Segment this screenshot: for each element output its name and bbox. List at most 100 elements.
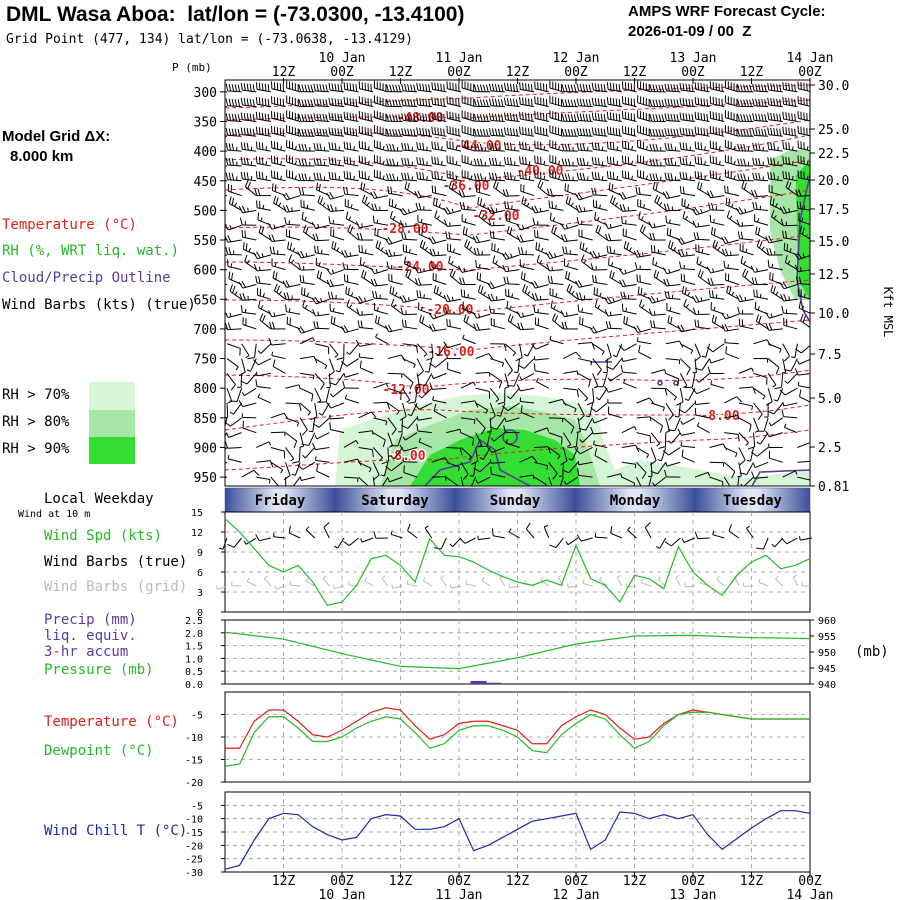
wind-barb-flag: [335, 370, 340, 373]
wind-barb-flag: [772, 286, 776, 294]
wind-barb-flag: [691, 99, 694, 107]
wind-barb-flag: [497, 128, 501, 137]
wind-barb: [768, 148, 783, 152]
wind-barb-flag: [681, 449, 684, 457]
wind-barb-flag: [410, 113, 413, 122]
wind-barb-flag: [591, 187, 594, 195]
wind-barb-flag: [228, 143, 232, 151]
wind-barb-flag: [497, 113, 501, 122]
wind-barb: [504, 343, 516, 354]
wind-barb-flag: [794, 368, 799, 376]
wind-barb-flag: [313, 128, 316, 136]
wind-barb: [593, 432, 608, 435]
grid-wind-barb: [481, 579, 491, 587]
wind-barb-flag: [325, 84, 328, 92]
wind-barb-flag: [743, 114, 746, 122]
wind-barb-flag: [747, 446, 755, 450]
wind-barb-flag: [476, 114, 480, 122]
surface-wind-barb-flag: [627, 526, 631, 531]
wind-barb-flag: [230, 384, 236, 391]
wind-barb-flag: [238, 281, 244, 289]
wind-barb-flag: [491, 172, 495, 181]
wind-barb: [549, 161, 564, 167]
wind-barb-flag: [330, 315, 333, 324]
wind-barb-flag: [709, 190, 714, 198]
wind-barb: [754, 296, 769, 300]
wind-barb-flag: [704, 175, 706, 180]
wind-barb-flag: [733, 160, 736, 165]
wind-barb-flag: [466, 241, 471, 249]
wind-barb-flag: [258, 171, 261, 179]
wind-barb-flag: [711, 314, 715, 323]
pressure-tick-label: 940: [818, 680, 836, 691]
wind-barb-flag: [694, 319, 697, 327]
wind-barb-flag: [741, 180, 745, 189]
wind-barb-flag: [473, 381, 476, 386]
wind-barb: [256, 269, 271, 272]
wind-barb-flag: [703, 83, 706, 92]
wind-barb-flag: [301, 158, 305, 166]
wind-barb-flag: [234, 113, 238, 122]
wind-barb: [754, 179, 769, 182]
wind-barb-flag: [479, 158, 483, 166]
wind-barb-flag: [312, 309, 316, 317]
wind-barb-flag: [576, 113, 580, 121]
wind-barb: [637, 281, 652, 285]
wind-barb-flag: [696, 232, 700, 240]
wind-barb-flag: [478, 313, 481, 318]
wind-barb: [359, 162, 374, 167]
wind-barb-flag: [489, 230, 492, 238]
wind-barb-flag: [690, 350, 694, 355]
surface-wind-barb-flag: [360, 538, 363, 543]
wind-barb-flag: [700, 172, 703, 180]
wind-barb: [245, 186, 257, 196]
top-date-label: 13 Jan: [670, 51, 717, 66]
wind-barb-flag: [399, 208, 405, 216]
wind-barb-flag: [344, 394, 348, 399]
wind-barb-flag: [311, 222, 317, 229]
wind-barb-flag: [517, 247, 521, 255]
wind-barb-flag: [330, 393, 334, 398]
wind-barb-flag: [579, 128, 583, 136]
wind-barb-flag: [679, 82, 682, 91]
pressure-tick-label: 500: [194, 204, 217, 219]
wind-barb-flag: [429, 248, 433, 256]
wind-barb-flag: [650, 320, 653, 328]
surface-wind-barb: [424, 527, 433, 539]
y-tick-label: 12: [191, 528, 203, 539]
wind-barb: [564, 313, 579, 318]
wind-barb: [769, 203, 783, 211]
wind-barb-flag: [752, 113, 755, 121]
wind-barb-flag: [264, 98, 267, 106]
wind-barb-flag: [326, 268, 332, 275]
wind-barb: [684, 402, 696, 414]
wind-barb: [226, 402, 229, 418]
surface-wind-barb-flag: [712, 530, 715, 535]
wind-barb-flag: [539, 207, 542, 212]
weekday-label: Saturday: [361, 493, 429, 509]
wind-barb-flag: [754, 301, 757, 309]
surface-wind-barb: [361, 537, 374, 543]
wind-barb-flag: [229, 225, 232, 230]
wind-barb: [520, 239, 535, 243]
wind-barb-flag: [418, 202, 422, 211]
wind-barb: [666, 195, 681, 199]
legend-wind: Wind Barbs (kts) (true): [2, 297, 196, 313]
wind-barb-flag: [740, 128, 743, 137]
wind-barb-flag: [395, 99, 398, 107]
wind-barb-flag: [770, 284, 774, 293]
wind-barb-flag: [740, 84, 743, 92]
wind-barb-flag: [755, 128, 758, 136]
wind-barb: [301, 328, 315, 334]
swatch-rh90: [89, 437, 135, 464]
wind-barb-flag: [302, 429, 308, 436]
wind-barb-flag: [662, 191, 668, 199]
wind-barb-flag: [752, 128, 755, 136]
wind-barb-flag: [399, 444, 405, 452]
weekday-label: Local Weekday: [44, 491, 154, 507]
wind-barb: [666, 164, 681, 167]
legend-liq: liq. equiv.: [44, 628, 137, 644]
wind-barb-flag: [389, 114, 392, 122]
wind-barb-flag: [257, 212, 260, 221]
